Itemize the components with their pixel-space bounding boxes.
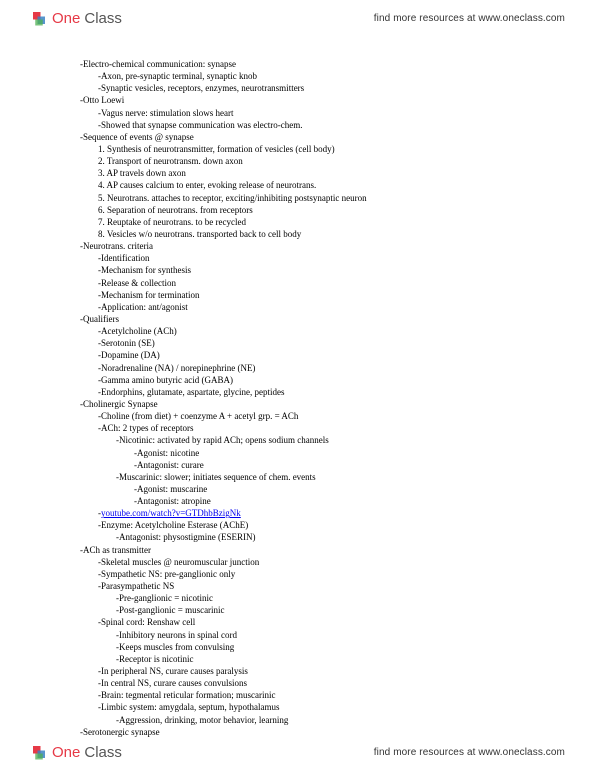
oneclass-icon <box>30 743 48 761</box>
note-line: -Antagonist: curare <box>80 459 535 471</box>
note-line: -Muscarinic: slower; initiates sequence … <box>80 471 535 483</box>
youtube-link[interactable]: youtube.com/watch?v=GTDhbBzigNk <box>101 508 241 518</box>
oneclass-icon <box>30 9 48 27</box>
note-line: -Antagonist: atropine <box>80 495 535 507</box>
note-line: -Electro-chemical communication: synapse <box>80 58 535 70</box>
note-line: -Serotonin (SE) <box>80 337 535 349</box>
note-line: -Brain: tegmental reticular formation; m… <box>80 689 535 701</box>
note-line: -Parasympathetic NS <box>80 580 535 592</box>
note-line: -ACh: 2 types of receptors <box>80 422 535 434</box>
note-line: 5. Neurotrans. attaches to receptor, exc… <box>80 192 535 204</box>
note-line: -Identification <box>80 252 535 264</box>
brand-logo-footer: OneClass <box>30 743 122 761</box>
header-resources-link[interactable]: find more resources at www.oneclass.com <box>374 13 565 24</box>
page-footer: OneClass find more resources at www.onec… <box>0 734 595 770</box>
note-line: -Receptor is nicotinic <box>80 653 535 665</box>
note-line: -Antagonist: physostigmine (ESERIN) <box>80 531 535 543</box>
note-line: -Showed that synapse communication was e… <box>80 119 535 131</box>
note-line: -Sequence of events @ synapse <box>80 131 535 143</box>
note-line: -Noradrenaline (NA) / norepinephrine (NE… <box>80 362 535 374</box>
note-line: -Skeletal muscles @ neuromuscular juncti… <box>80 556 535 568</box>
page-header: OneClass find more resources at www.onec… <box>0 0 595 36</box>
note-line: -Inhibitory neurons in spinal cord <box>80 629 535 641</box>
brand-class: Class <box>84 10 122 27</box>
note-line: 7. Reuptake of neurotrans. to be recycle… <box>80 216 535 228</box>
note-line: -Release & collection <box>80 277 535 289</box>
note-line: -ACh as transmitter <box>80 544 535 556</box>
note-line: -Limbic system: amygdala, septum, hypoth… <box>80 701 535 713</box>
brand-logo: OneClass <box>30 9 122 27</box>
note-line: -youtube.com/watch?v=GTDhbBzigNk <box>80 507 535 519</box>
note-line: -Gamma amino butyric acid (GABA) <box>80 374 535 386</box>
note-line: -In central NS, curare causes convulsion… <box>80 677 535 689</box>
note-line: -Endorphins, glutamate, aspartate, glyci… <box>80 386 535 398</box>
brand-one: One <box>52 10 80 27</box>
note-line: -Agonist: nicotine <box>80 447 535 459</box>
footer-resources-link[interactable]: find more resources at www.oneclass.com <box>374 747 565 758</box>
note-line: -Mechanism for termination <box>80 289 535 301</box>
note-line: -Otto Loewi <box>80 94 535 106</box>
note-line: -Keeps muscles from convulsing <box>80 641 535 653</box>
note-line: -Choline (from diet) + coenzyme A + acet… <box>80 410 535 422</box>
note-line: 6. Separation of neurotrans. from recept… <box>80 204 535 216</box>
note-line: -Synaptic vesicles, receptors, enzymes, … <box>80 82 535 94</box>
note-line: -Post-ganglionic = muscarinic <box>80 604 535 616</box>
note-line: -Agonist: muscarine <box>80 483 535 495</box>
note-line: 1. Synthesis of neurotransmitter, format… <box>80 143 535 155</box>
brand-one: One <box>52 744 80 761</box>
note-line: -Acetylcholine (ACh) <box>80 325 535 337</box>
note-line: -Spinal cord: Renshaw cell <box>80 616 535 628</box>
note-line: -Aggression, drinking, motor behavior, l… <box>80 714 535 726</box>
note-line: -Sympathetic NS: pre-ganglionic only <box>80 568 535 580</box>
note-line: -Qualifiers <box>80 313 535 325</box>
note-line: -Application: ant/agonist <box>80 301 535 313</box>
note-line: 4. AP causes calcium to enter, evoking r… <box>80 179 535 191</box>
note-line: -Mechanism for synthesis <box>80 264 535 276</box>
brand-class: Class <box>84 744 122 761</box>
note-line: -Vagus nerve: stimulation slows heart <box>80 107 535 119</box>
note-line: -Cholinergic Synapse <box>80 398 535 410</box>
notes-body: -Electro-chemical communication: synapse… <box>80 58 535 738</box>
note-line: -Pre-ganglionic = nicotinic <box>80 592 535 604</box>
note-line: 8. Vesicles w/o neurotrans. transported … <box>80 228 535 240</box>
note-line: 3. AP travels down axon <box>80 167 535 179</box>
note-line: 2. Transport of neurotransm. down axon <box>80 155 535 167</box>
note-line: -In peripheral NS, curare causes paralys… <box>80 665 535 677</box>
note-line: -Dopamine (DA) <box>80 349 535 361</box>
note-line: -Enzyme: Acetylcholine Esterase (AChE) <box>80 519 535 531</box>
note-line: -Neurotrans. criteria <box>80 240 535 252</box>
note-line: -Axon, pre-synaptic terminal, synaptic k… <box>80 70 535 82</box>
note-line: -Nicotinic: activated by rapid ACh; open… <box>80 434 535 446</box>
